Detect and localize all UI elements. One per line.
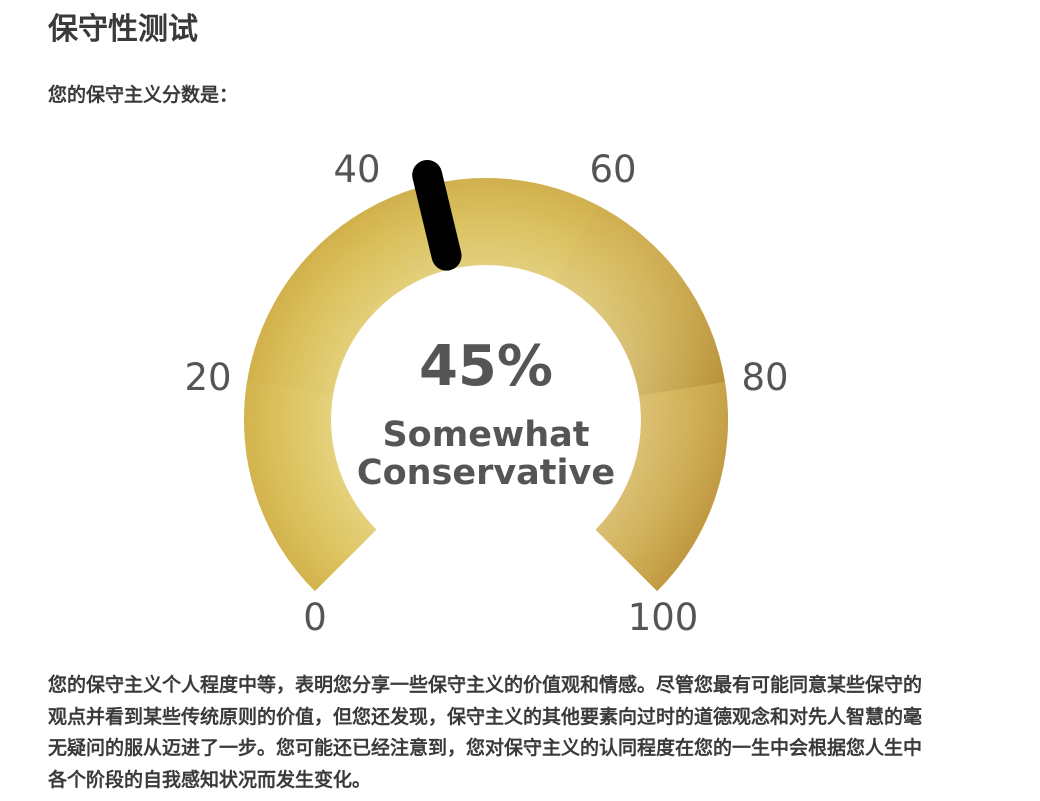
tick-label-40: 40	[333, 148, 380, 191]
score-gauge: 0 20 40 60 80 100 45% Somewhat Conservat…	[184, 148, 788, 639]
tick-label-0: 0	[303, 596, 327, 639]
tick-label-20: 20	[184, 356, 231, 399]
gauge-segment-shade-4	[556, 204, 726, 396]
tick-label-60: 60	[589, 148, 636, 191]
page-title: 保守性测试	[48, 12, 198, 47]
tick-label-100: 100	[628, 596, 699, 639]
gauge-tick-labels: 0 20 40 60 80 100	[184, 148, 788, 639]
gauge-needle	[412, 159, 462, 271]
gauge-segment-highlight-2	[246, 204, 416, 396]
score-value: 45%	[419, 334, 553, 399]
gauge-segment-highlight-1	[243, 382, 377, 592]
score-heading: 您的保守主义分数是：	[48, 84, 239, 106]
result-description: 您的保守主义个人程度中等，表明您分享一些保守主义的价值观和情感。尽管您最有可能同…	[48, 674, 923, 791]
tick-label-80: 80	[741, 356, 788, 399]
score-label-line-2: Conservative	[357, 453, 615, 493]
gauge-segment-shade-5	[595, 382, 728, 592]
gauge-arc-segments	[243, 177, 728, 592]
score-label-line-1: Somewhat	[382, 415, 589, 455]
gauge-segment-highlight-3	[376, 177, 596, 282]
